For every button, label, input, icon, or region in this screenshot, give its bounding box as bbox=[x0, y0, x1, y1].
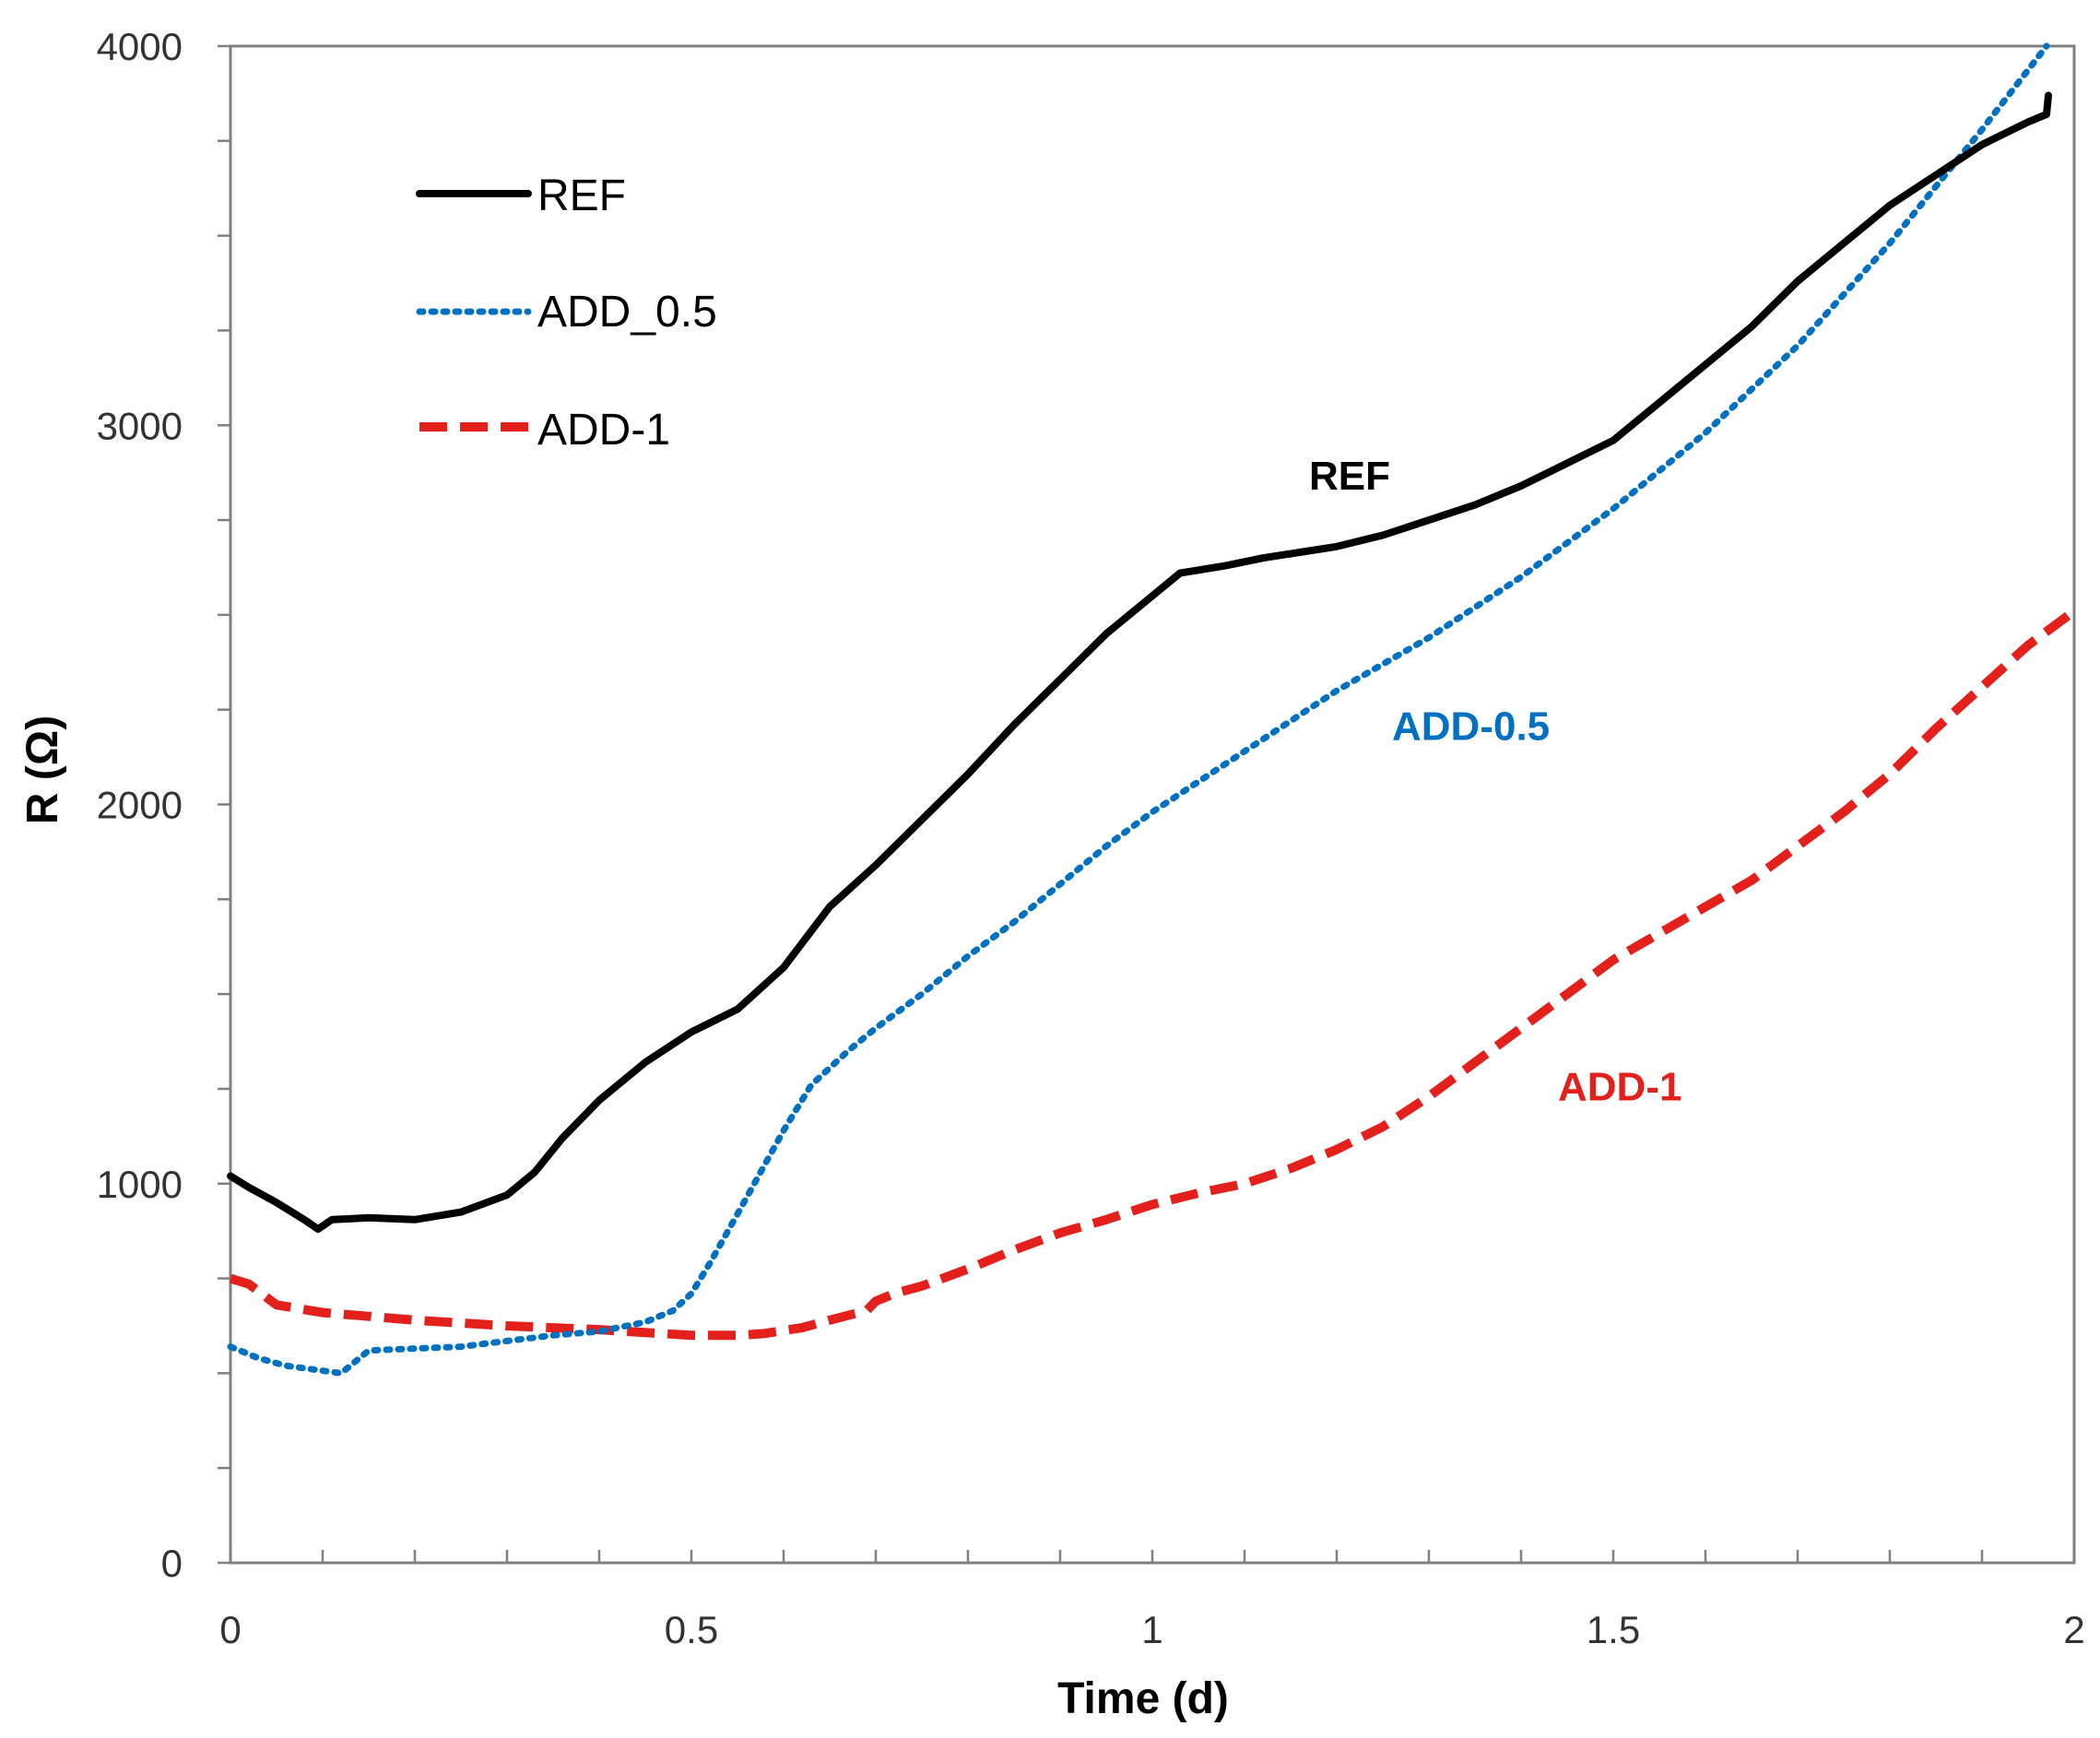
x-tick-label: 0.5 bbox=[665, 1608, 718, 1651]
legend-label-add-0-5: ADD_0.5 bbox=[537, 288, 717, 337]
y-tick-label: 2000 bbox=[97, 784, 183, 827]
annotation-add-1: ADD-1 bbox=[1558, 1064, 1681, 1109]
legend-label-add-1: ADD-1 bbox=[537, 406, 670, 455]
series-layer bbox=[227, 42, 2077, 1377]
y-tick-label: 1000 bbox=[97, 1163, 183, 1206]
legend-item-add-1: ADD-1 bbox=[419, 406, 670, 455]
y-tick-labels: 0 1000 2000 3000 4000 bbox=[97, 25, 183, 1585]
y-tick-label: 0 bbox=[161, 1542, 183, 1585]
x-tick-labels: 0 0.5 1 1.5 2 bbox=[219, 1608, 2084, 1651]
x-tick-label: 2 bbox=[2063, 1608, 2084, 1651]
x-axis-title: Time (d) bbox=[1057, 1674, 1229, 1723]
y-tick-label: 3000 bbox=[97, 404, 183, 447]
legend-item-ref: REF bbox=[416, 171, 626, 220]
y-tick-label: 4000 bbox=[97, 25, 183, 68]
legend-item-add-0-5: ADD_0.5 bbox=[416, 288, 717, 337]
plot-area bbox=[218, 44, 2076, 1565]
annotation-add-0-5: ADD-0.5 bbox=[1392, 704, 1550, 750]
x-tick-label: 1 bbox=[1141, 1608, 1162, 1651]
annotation-layer: REF ADD-0.5 ADD-1 bbox=[1309, 454, 1681, 1109]
series-line-ref bbox=[227, 91, 2052, 1234]
x-tick-label: 1.5 bbox=[1587, 1608, 1640, 1651]
series-line-add-1 bbox=[229, 607, 2077, 1341]
x-tick-label: 0 bbox=[219, 1608, 241, 1651]
annotation-ref: REF bbox=[1309, 454, 1390, 499]
axis-ticks bbox=[218, 44, 2076, 1565]
legend: REF ADD_0.5 ADD-1 bbox=[416, 171, 717, 455]
legend-label-ref: REF bbox=[537, 171, 626, 220]
plot-frame bbox=[229, 44, 2076, 1565]
series-line-add-0-5 bbox=[227, 42, 2050, 1377]
y-axis-title: R (Ω) bbox=[18, 715, 67, 824]
